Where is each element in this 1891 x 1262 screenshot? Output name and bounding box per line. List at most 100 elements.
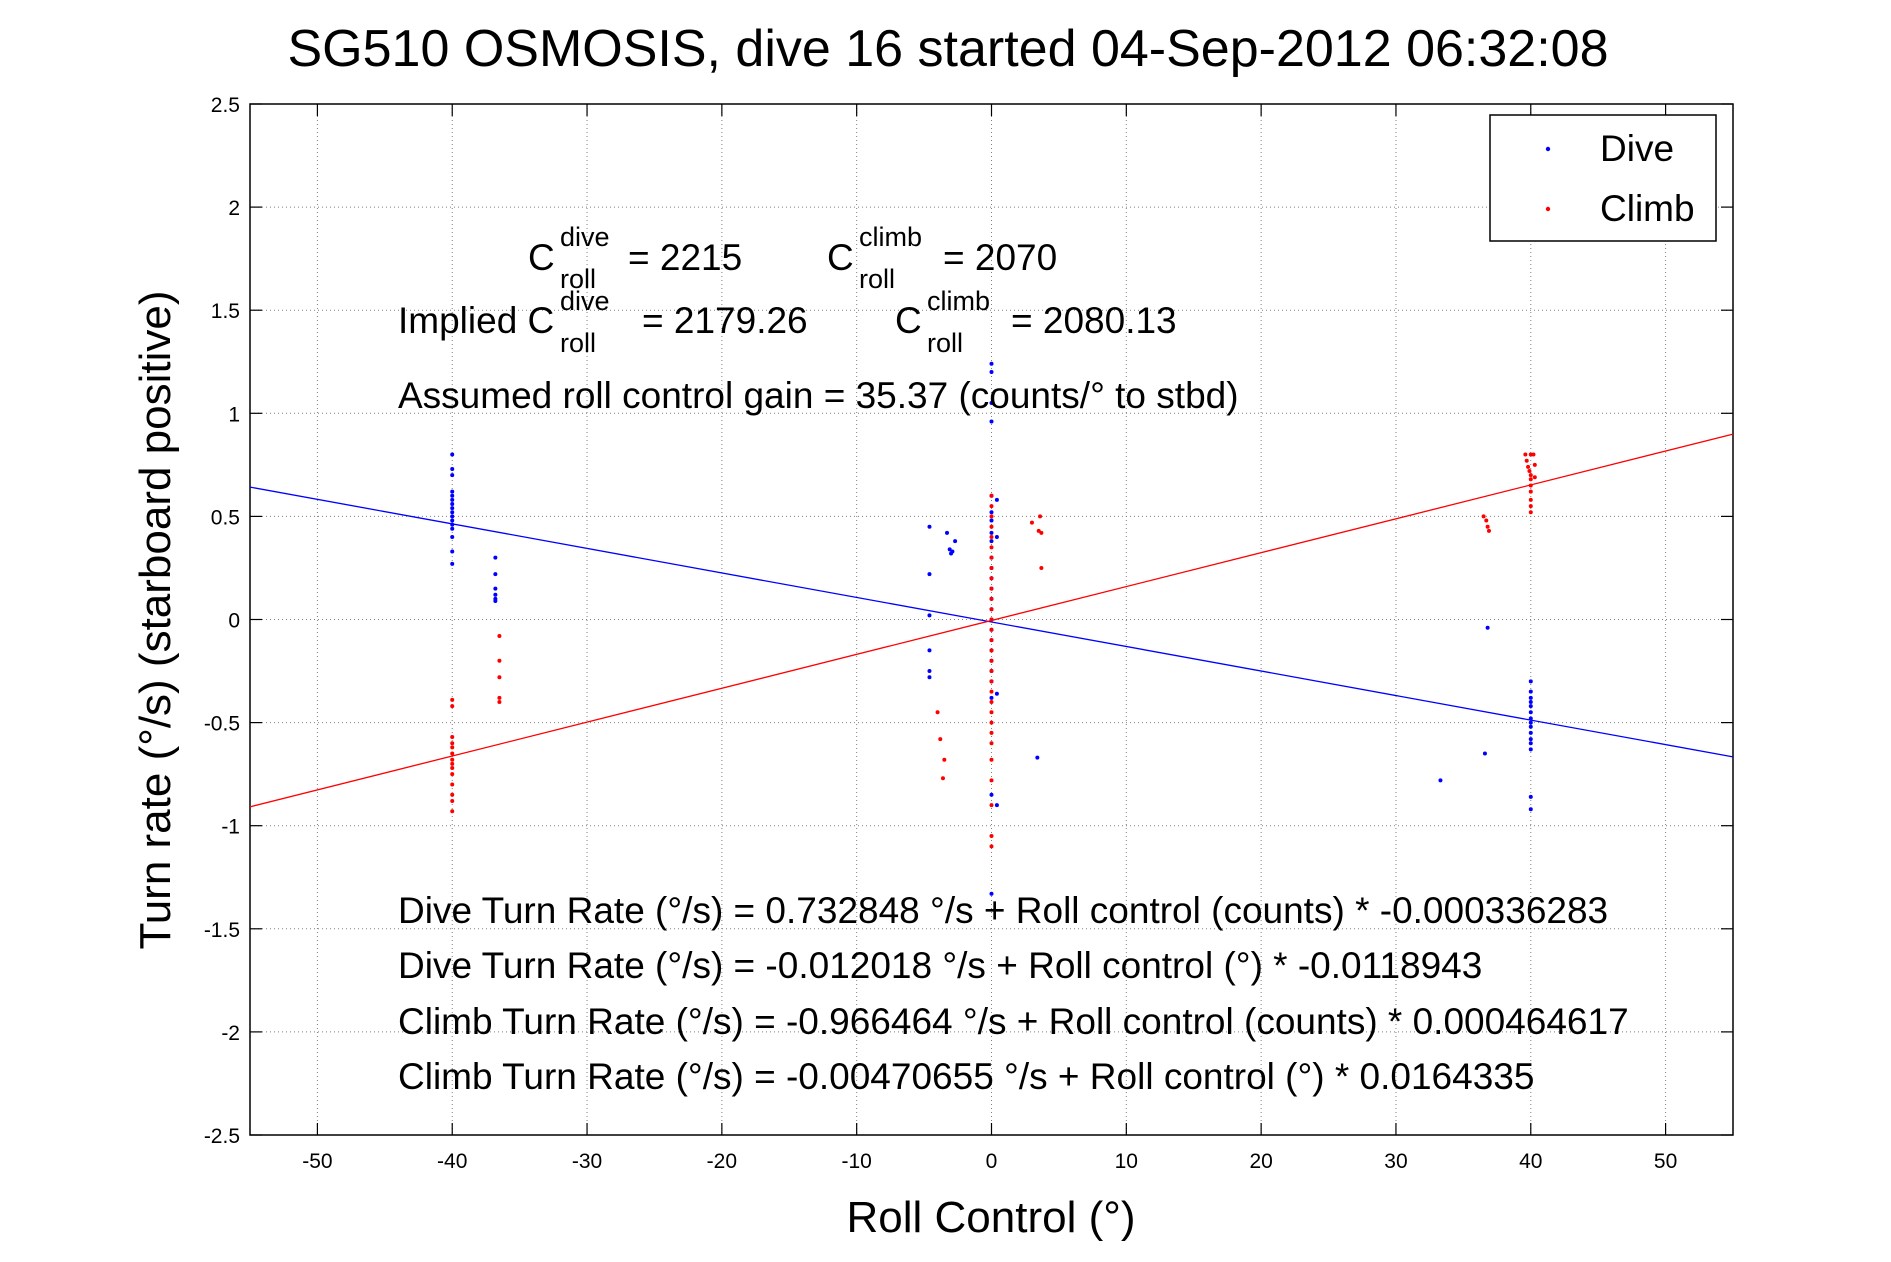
dive-point (989, 695, 994, 700)
climb-point (989, 555, 994, 560)
dive-point (947, 547, 952, 552)
legend-climb-label: Climb (1600, 188, 1695, 229)
implied-dive-value: = 2179.26 (642, 300, 808, 341)
climb-point (1527, 469, 1532, 474)
dive-point (989, 370, 994, 375)
y-tick-label: 0.5 (211, 506, 240, 529)
climb-point (1528, 510, 1533, 515)
climb-point (1528, 483, 1533, 488)
x-tick-label: -10 (842, 1150, 872, 1173)
y-tick-label: -1.5 (204, 919, 240, 942)
dive-point (1528, 695, 1533, 700)
implied-climb-c: C (895, 300, 922, 341)
dive-point (994, 497, 999, 502)
dive-point (945, 530, 950, 535)
climb-point (1481, 514, 1486, 519)
equation-dive-degrees: Dive Turn Rate (°/s) = -0.012018 °/s + R… (398, 945, 1482, 986)
climb-point (989, 638, 994, 643)
data-points (450, 361, 1537, 896)
climb-point (989, 741, 994, 746)
climb-point (450, 761, 455, 766)
chart-title: SG510 OSMOSIS, dive 16 started 04-Sep-20… (287, 20, 1608, 78)
dive-point (989, 891, 994, 896)
climb-point (1528, 477, 1533, 482)
dive-point (1528, 741, 1533, 746)
dive-point (450, 506, 455, 511)
croll-climb-sup: climb (859, 222, 922, 252)
climb-point (989, 803, 994, 808)
y-tick-label: 2 (228, 197, 240, 220)
dive-point (989, 539, 994, 544)
dive-point (927, 613, 932, 618)
croll-dive-value: = 2215 (628, 237, 742, 278)
climb-point (942, 757, 947, 762)
climb-point (450, 782, 455, 787)
dive-point (493, 586, 498, 591)
climb-point (935, 710, 940, 715)
croll-climb-sub: roll (859, 264, 895, 294)
croll-dive-sup: dive (560, 222, 610, 252)
climb-point (989, 844, 994, 849)
climb-point (989, 607, 994, 612)
dive-point (450, 502, 455, 507)
axis-ticks: -50 -40 -30 -20 -10 0 10 20 30 40 50-2.5-2-1.5-1-0… (204, 94, 1733, 1173)
y-tick-label: -2.5 (204, 1125, 240, 1148)
climb-point (1038, 514, 1043, 519)
climb-point (989, 504, 994, 509)
climb-point (989, 648, 994, 653)
climb-point (1039, 565, 1044, 570)
equation-dive-counts: Dive Turn Rate (°/s) = 0.732848 °/s + Ro… (398, 890, 1608, 931)
y-tick-label: 1 (228, 403, 240, 426)
croll-climb-c: C (827, 237, 854, 278)
x-tick-label: 50 (1654, 1150, 1677, 1173)
climb-point (1526, 464, 1531, 469)
climb-point (989, 535, 994, 540)
climb-point (989, 565, 994, 570)
climb-point (450, 798, 455, 803)
dive-point (493, 572, 498, 577)
climb-point (940, 776, 945, 781)
climb-point (497, 699, 502, 704)
dive-point (953, 539, 958, 544)
legend: Dive Climb (1489, 114, 1717, 242)
dive-point (989, 530, 994, 535)
dive-point (1528, 807, 1533, 812)
implied-dive-sub: roll (560, 328, 596, 358)
dive-point (994, 691, 999, 696)
dive-point (450, 510, 455, 515)
climb-point (450, 697, 455, 702)
dive-point (1485, 625, 1490, 630)
climb-point (450, 809, 455, 814)
dive-point (1528, 724, 1533, 729)
climb-point (989, 627, 994, 632)
croll-climb-value: = 2070 (943, 237, 1057, 278)
y-axis-label: Turn rate (°/s) (starboard positive) (131, 290, 180, 949)
y-tick-label: 0 (228, 610, 240, 633)
climb-point (450, 772, 455, 777)
climb-point (450, 751, 455, 756)
dive-point (1528, 716, 1533, 721)
climb-point (450, 757, 455, 762)
x-axis-label: Roll Control (°) (847, 1193, 1136, 1242)
climb-point (1036, 528, 1041, 533)
dive-point (994, 803, 999, 808)
climb-point (989, 586, 994, 591)
climb-point (989, 493, 994, 498)
dive-point (949, 551, 954, 556)
dive-point (994, 535, 999, 540)
dive-point (927, 648, 932, 653)
equation-climb-counts: Climb Turn Rate (°/s) = -0.966464 °/s + … (398, 1001, 1629, 1042)
climb-point (989, 617, 994, 622)
gain-annotation: Assumed roll control gain = 35.37 (count… (398, 375, 1239, 416)
climb-point (450, 735, 455, 740)
climb-point (989, 545, 994, 550)
dive-point (450, 561, 455, 566)
dive-point (1528, 730, 1533, 735)
dive-point (1035, 755, 1040, 760)
dive-point (927, 572, 932, 577)
climb-point (938, 737, 943, 742)
climb-point (989, 730, 994, 735)
climb-point (1485, 524, 1490, 529)
climb-point (989, 757, 994, 762)
